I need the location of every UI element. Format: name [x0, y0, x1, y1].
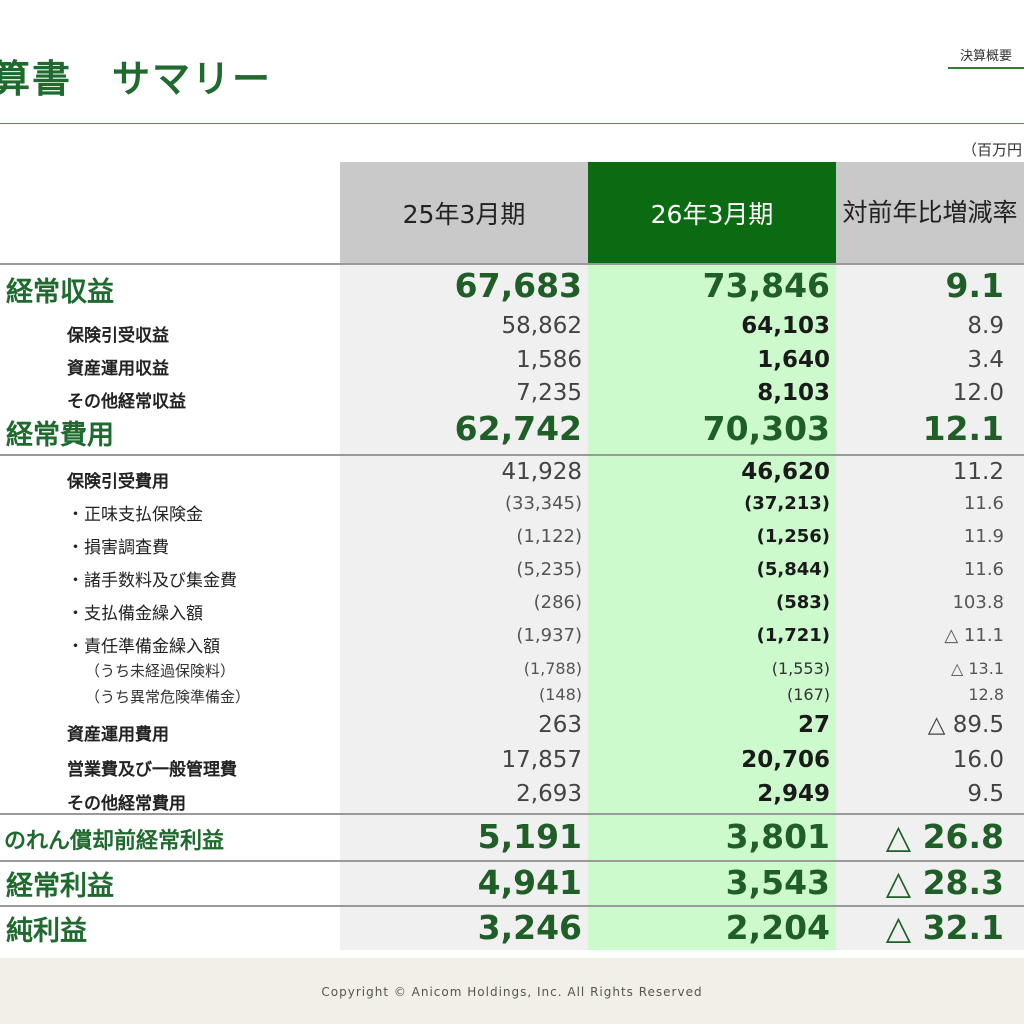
row-label: その他経常収益	[67, 392, 186, 412]
column-header-yoy-line2: 増減率	[942, 198, 1018, 227]
yoy-value: △ 32.1	[885, 908, 1004, 947]
table-rule-expenses	[0, 454, 1024, 456]
prev-value: 4,941	[477, 863, 582, 902]
curr-value: 3,801	[725, 817, 830, 856]
row-label: 資産運用収益	[67, 359, 169, 379]
prev-value: 41,928	[501, 459, 582, 485]
yoy-value: △ 28.3	[885, 863, 1004, 902]
row-label: 経常費用	[6, 420, 114, 451]
prev-value: 58,862	[501, 313, 582, 339]
curr-value: 73,846	[702, 266, 830, 305]
prev-value: 5,191	[477, 817, 582, 856]
label-column-bg	[0, 265, 340, 950]
yoy-value: 16.0	[952, 747, 1004, 773]
curr-value: 2,949	[757, 781, 830, 807]
curr-value: (5,844)	[756, 559, 830, 580]
curr-value: 1,640	[757, 347, 830, 373]
section-tag: 決算概要	[960, 49, 1013, 64]
curr-value: 27	[797, 712, 830, 738]
curr-value: (167)	[786, 685, 830, 704]
curr-column-bg	[588, 265, 836, 950]
prev-value: 263	[538, 712, 582, 738]
row-label: 純利益	[6, 916, 87, 947]
yoy-value: 12.1	[922, 409, 1004, 448]
prev-value: 2,693	[516, 781, 582, 807]
curr-value: (1,553)	[771, 659, 830, 678]
yoy-value: 9.5	[967, 781, 1004, 807]
table-rule-ordinary-profit	[0, 860, 1024, 862]
row-label: 保険引受収益	[67, 326, 169, 346]
prev-value: (286)	[533, 592, 582, 613]
yoy-value: △ 13.1	[950, 659, 1004, 678]
yoy-value: 8.9	[967, 313, 1004, 339]
yoy-value: 12.0	[952, 380, 1004, 406]
prev-value: 1,586	[516, 347, 582, 373]
prev-value: (1,937)	[516, 625, 582, 646]
yoy-value: 11.6	[963, 493, 1004, 514]
yoy-value: △ 11.1	[944, 625, 1004, 646]
prev-column-bg	[340, 265, 588, 950]
curr-value: (1,721)	[756, 625, 830, 646]
yoy-value: △ 26.8	[885, 817, 1004, 856]
header-divider	[0, 123, 1024, 124]
yoy-value: △ 89.5	[927, 712, 1004, 738]
row-label: ・正味支払保険金	[67, 505, 203, 525]
row-label: 経常利益	[6, 871, 114, 902]
row-label: ・損害調査費	[67, 538, 169, 558]
column-header-prev: 25年3月期	[340, 162, 588, 264]
curr-value: 64,103	[741, 313, 830, 339]
prev-value: 67,683	[454, 266, 582, 305]
prev-value: (33,345)	[504, 493, 582, 514]
curr-value: 70,303	[702, 409, 830, 448]
curr-value: 8,103	[757, 380, 830, 406]
row-label: のれん償却前経常利益	[4, 829, 225, 854]
row-label: 資産運用費用	[67, 725, 169, 745]
row-label: （うち異常危険準備金）	[85, 688, 251, 706]
curr-value: 3,543	[725, 863, 830, 902]
yoy-value: 12.8	[968, 685, 1004, 704]
table-rule-net-profit	[0, 905, 1024, 907]
prev-value: (1,122)	[516, 526, 582, 547]
table-rule-profit	[0, 813, 1024, 815]
curr-value: (37,213)	[744, 493, 830, 514]
curr-value: (583)	[775, 592, 830, 613]
yoy-value: 11.9	[963, 526, 1004, 547]
row-label: ・責任準備金繰入額	[67, 637, 220, 657]
yoy-column-bg	[836, 265, 1024, 950]
row-label: 経常収益	[6, 277, 114, 308]
unit-label: （百万円	[962, 141, 1023, 159]
prev-value: 62,742	[454, 409, 582, 448]
section-tag-underline	[948, 67, 1024, 69]
prev-value: 3,246	[477, 908, 582, 947]
curr-value: 2,204	[725, 908, 830, 947]
curr-value: 20,706	[741, 747, 830, 773]
yoy-value: 103.8	[952, 592, 1004, 613]
copyright-text: Copyright © Anicom Holdings, Inc. All Ri…	[321, 985, 703, 999]
row-label: 営業費及び一般管理費	[67, 760, 237, 780]
header-cell-blank	[0, 162, 340, 264]
row-label: 保険引受費用	[67, 472, 169, 492]
yoy-value: 9.1	[945, 266, 1004, 305]
curr-value: (1,256)	[756, 526, 830, 547]
column-header-curr: 26年3月期	[588, 162, 836, 264]
column-header-yoy: 対前年比 増減率	[836, 162, 1024, 264]
prev-value: (1,788)	[523, 659, 582, 678]
row-label: ・支払備金繰入額	[67, 604, 203, 624]
row-label: その他経常費用	[67, 794, 186, 814]
yoy-value: 11.6	[963, 559, 1004, 580]
prev-value: 7,235	[516, 380, 582, 406]
row-label: （うち未経過保険料）	[85, 662, 236, 680]
curr-value: 46,620	[741, 459, 830, 485]
footer-band	[0, 958, 1024, 1024]
prev-value: (5,235)	[516, 559, 582, 580]
column-header-yoy-line1: 対前年比	[842, 198, 943, 227]
prev-value: (148)	[538, 685, 582, 704]
table-top-rule	[0, 263, 1024, 265]
prev-value: 17,857	[501, 747, 582, 773]
row-label: ・諸手数料及び集金費	[67, 571, 237, 591]
yoy-value: 11.2	[952, 459, 1004, 485]
page-title: 算書 サマリー	[0, 57, 273, 101]
yoy-value: 3.4	[967, 347, 1004, 373]
